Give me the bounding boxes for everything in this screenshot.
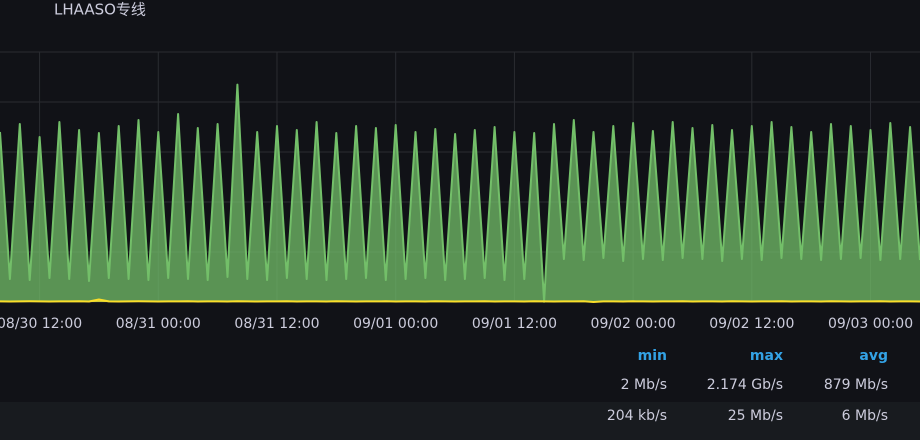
x-tick-label: 09/03 00:00 [828,316,913,332]
x-tick-label: 08/31 00:00 [116,316,201,332]
x-tick-label: 09/02 12:00 [709,316,794,332]
series-line [0,83,920,303]
legend-stat: 6 Mb/s [842,408,888,424]
x-tick-label: 09/01 12:00 [472,316,557,332]
legend-stat: 879 Mb/s [824,377,888,393]
legend-stat: 2.174 Gb/s [707,377,783,393]
x-tick-label: 08/30 12:00 [0,316,82,332]
chart-title: LHAASO专线 [54,1,146,19]
series-line [0,298,920,303]
legend-stat: 204 kb/s [607,408,667,424]
legend-stat: 25 Mb/s [728,408,783,424]
x-tick-label: 09/01 00:00 [353,316,438,332]
x-tick-label: 09/02 00:00 [591,316,676,332]
legend-header: avg [859,348,888,364]
legend-row-band [0,402,920,440]
legend-header: min [638,348,667,364]
x-tick-label: 08/31 12:00 [234,316,319,332]
legend-stat: 2 Mb/s [621,377,667,393]
legend-header: max [750,348,783,364]
